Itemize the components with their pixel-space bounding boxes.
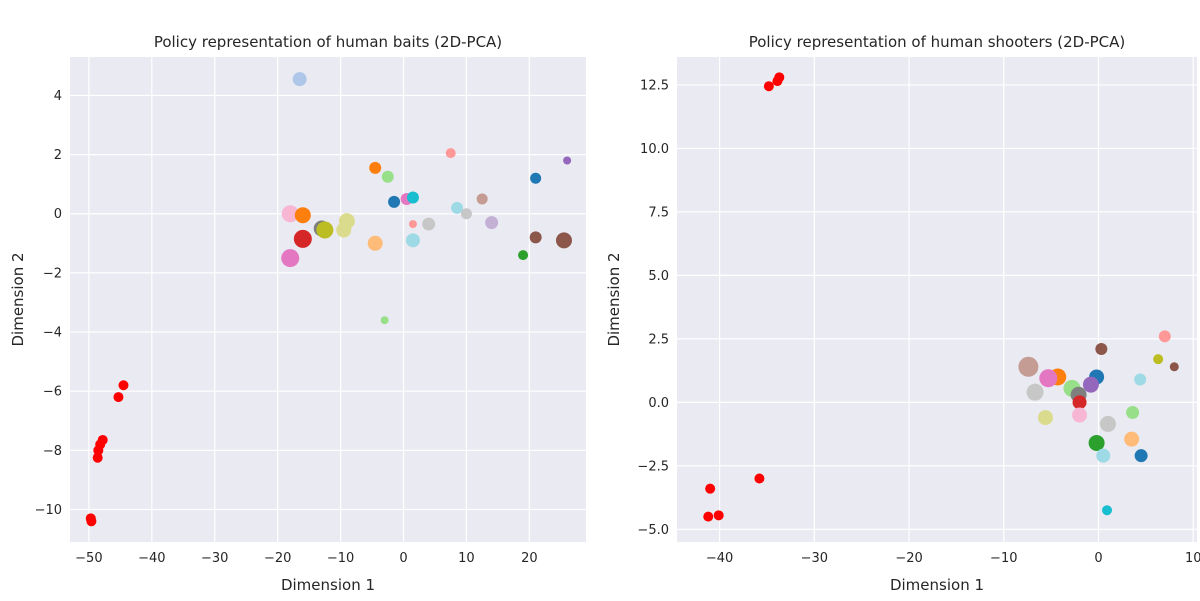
baits-data-point: [518, 250, 529, 261]
shooters-data-point: [1096, 448, 1111, 463]
shooters-data-point: [1039, 369, 1058, 388]
baits-data-point: [406, 191, 419, 204]
shooters-data-point: [1126, 405, 1140, 419]
shooters-data-point: [1082, 376, 1099, 393]
baits-plot-area: [70, 57, 586, 542]
shooters-data-point: [1037, 410, 1053, 426]
shooters-y-tick-label: 0.0: [648, 396, 669, 411]
baits-y-tick-label: 2: [54, 148, 62, 163]
baits-x-axis-label: Dimension 1: [281, 576, 375, 594]
baits-data-point: [530, 172, 542, 184]
baits-data-point: [281, 249, 300, 268]
shooters-data-point: [1088, 434, 1105, 451]
baits-x-tick-label: −20: [264, 551, 291, 566]
shooters-data-point: [1072, 407, 1088, 423]
baits-chart-title: Policy representation of human baits (2D…: [154, 33, 502, 51]
baits-panel: −50 −40 −30 −20 −10 0 10 20−10−8−6−4−2024Policy…: [9, 33, 586, 594]
shooters-x-axis-label: Dimension 1: [890, 576, 984, 594]
shooters-data-point: [1072, 395, 1087, 410]
baits-x-tick-label: 10: [458, 551, 475, 566]
baits-y-tick-label: −8: [43, 444, 62, 459]
baits-data-point: [293, 229, 312, 248]
shooters-data-point: [1134, 373, 1147, 386]
shooters-data-point: [1124, 431, 1140, 447]
baits-data-point: [380, 316, 389, 325]
baits-y-tick-label: 4: [54, 89, 62, 104]
shooters-data-point: [772, 76, 783, 87]
baits-data-point: [563, 156, 572, 165]
shooters-x-tick-label: 10: [1185, 551, 1200, 566]
baits-x-tick-label: 20: [521, 551, 538, 566]
shooters-x-tick-label: 0: [1094, 551, 1102, 566]
baits-data-point: [460, 208, 472, 220]
baits-y-tick-label: −4: [43, 326, 62, 341]
shooters-y-tick-label: −5.0: [637, 523, 669, 538]
shooters-y-tick-label: 12.5: [640, 78, 669, 93]
baits-data-point: [529, 231, 542, 244]
baits-data-point: [93, 445, 104, 456]
baits-x-tick-label: 0: [399, 551, 407, 566]
baits-data-point: [388, 195, 401, 208]
baits-x-tick-label: −50: [75, 551, 102, 566]
shooters-y-tick-label: 7.5: [648, 205, 669, 220]
shooters-data-point: [1134, 449, 1148, 463]
shooters-y-tick-label: 2.5: [648, 332, 669, 347]
baits-data-point: [405, 233, 420, 248]
baits-data-point: [113, 392, 124, 403]
baits-data-point: [476, 193, 488, 205]
baits-data-point: [367, 235, 383, 251]
shooters-data-point: [705, 483, 716, 494]
baits-x-tick-label: −40: [138, 551, 165, 566]
baits-data-point: [316, 221, 334, 239]
baits-data-point: [281, 205, 299, 223]
shooters-x-tick-label: −40: [706, 551, 733, 566]
shooters-x-tick-label: −10: [990, 551, 1017, 566]
baits-data-point: [485, 216, 499, 230]
baits-y-tick-label: 0: [54, 207, 62, 222]
shooters-data-point: [754, 473, 765, 484]
shooters-data-point: [703, 511, 714, 522]
shooters-data-point: [713, 510, 724, 521]
shooters-data-point: [1153, 354, 1164, 365]
shooters-data-point: [1102, 505, 1113, 516]
shooters-x-tick-label: −20: [895, 551, 922, 566]
shooters-panel: −40 −30 −20 −10 0 10 −5.0 −2.5 0.0 2.5 5.0 7.5 10.0 1…: [605, 33, 1200, 594]
baits-data-point: [292, 72, 307, 87]
shooters-y-tick-label: 10.0: [640, 142, 669, 157]
shooters-chart-title: Policy representation of human shooters …: [749, 33, 1126, 51]
baits-data-point: [92, 452, 103, 463]
baits-data-point: [555, 232, 572, 249]
shooters-y-tick-label: 5.0: [648, 269, 669, 284]
baits-y-tick-label: −6: [43, 385, 62, 400]
baits-y-axis-label: Dimension 2: [9, 252, 27, 346]
baits-data-point: [408, 220, 417, 229]
shooters-data-point: [763, 81, 774, 92]
baits-y-tick-label: −2: [43, 266, 62, 281]
baits-data-point: [336, 222, 352, 238]
shooters-x-tick-label: −30: [801, 551, 828, 566]
baits-y-tick-label: −10: [35, 503, 62, 518]
shooters-y-axis-label: Dimension 2: [605, 252, 623, 346]
shooters-y-tick-label: −2.5: [637, 459, 669, 474]
baits-data-point: [369, 161, 382, 174]
shooters-data-point: [1026, 383, 1044, 401]
shooters-plot-area: [677, 57, 1197, 542]
shooters-data-point: [1095, 343, 1108, 356]
baits-x-tick-label: −10: [327, 551, 354, 566]
baits-data-point: [118, 380, 129, 391]
shooters-data-point: [1099, 415, 1116, 432]
baits-data-point: [294, 207, 311, 224]
baits-data-point: [451, 201, 463, 214]
shooters-data-point: [1158, 330, 1171, 343]
baits-data-point: [445, 148, 456, 159]
shooters-data-point: [1169, 362, 1179, 372]
baits-x-tick-label: −30: [201, 551, 228, 566]
baits-data-point: [381, 170, 394, 183]
baits-data-point: [86, 516, 97, 527]
baits-data-point: [422, 217, 436, 231]
shooters-data-point: [1018, 356, 1039, 377]
